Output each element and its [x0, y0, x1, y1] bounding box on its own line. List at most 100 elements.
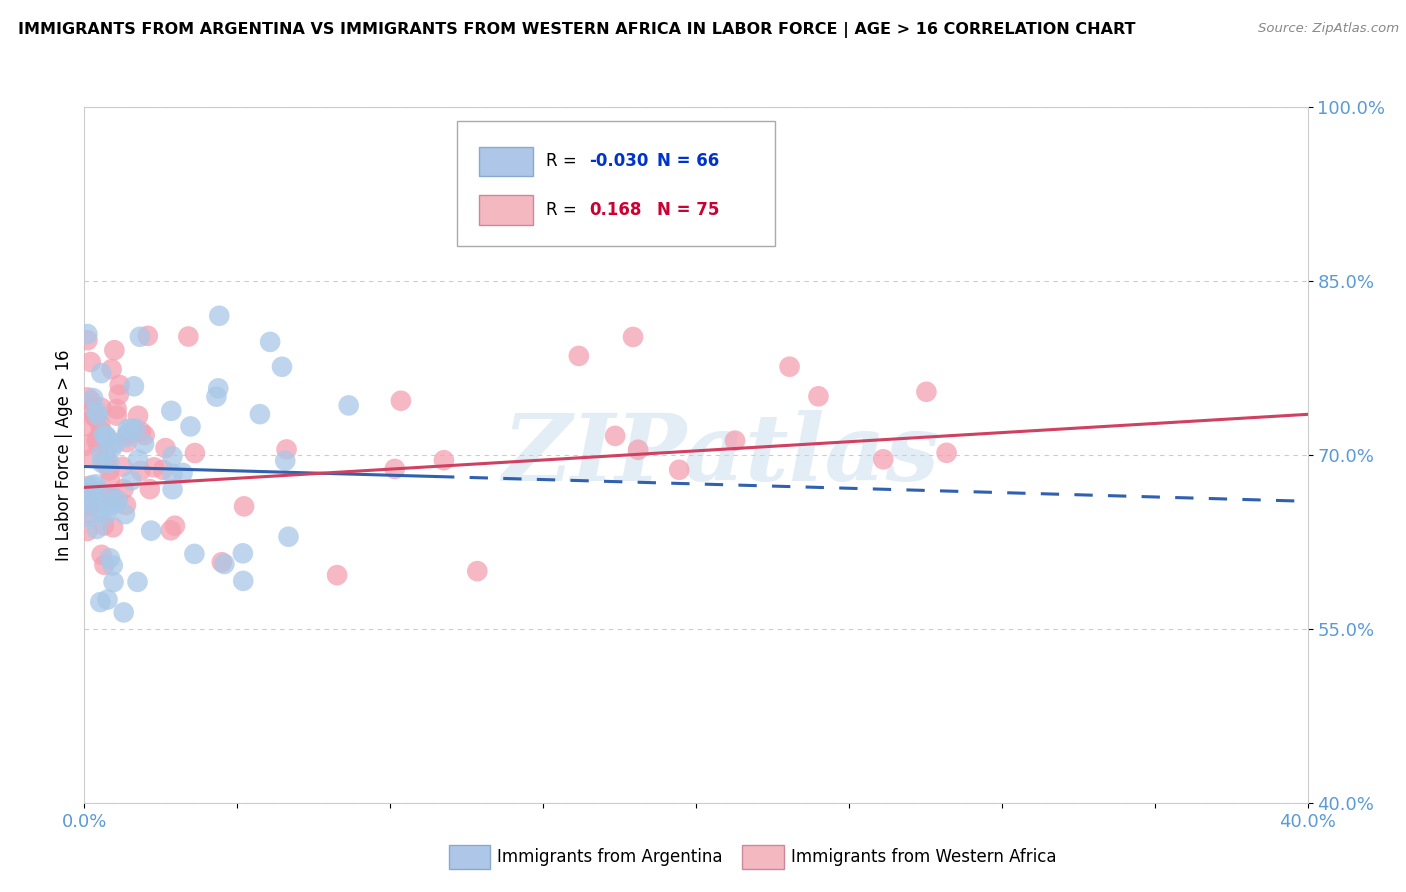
Point — [104, 497, 127, 511]
Point — [233, 500, 256, 514]
Point — [115, 430, 138, 444]
Point — [90, 401, 112, 415]
Point — [90, 366, 112, 380]
Point — [91, 456, 114, 470]
Point — [214, 557, 236, 571]
Point — [724, 434, 747, 448]
Point — [326, 568, 349, 582]
Point — [121, 474, 143, 488]
Point — [389, 393, 412, 408]
Point — [127, 409, 149, 423]
Point — [107, 493, 129, 508]
Point — [117, 422, 139, 436]
Point — [101, 520, 124, 534]
Point — [139, 482, 162, 496]
Point — [90, 548, 112, 562]
Point — [127, 452, 149, 467]
Point — [568, 349, 591, 363]
Point — [77, 500, 100, 514]
Point — [82, 450, 104, 465]
Point — [97, 490, 120, 504]
FancyBboxPatch shape — [449, 846, 491, 869]
Point — [76, 390, 98, 404]
Point — [177, 329, 200, 343]
Point — [107, 387, 129, 401]
Point — [232, 574, 254, 588]
Point — [935, 446, 957, 460]
Text: Immigrants from Argentina: Immigrants from Argentina — [496, 848, 723, 866]
Point — [76, 495, 98, 509]
Point — [98, 551, 121, 566]
Point — [94, 508, 117, 522]
Point — [76, 326, 98, 341]
Text: 0.168: 0.168 — [589, 201, 643, 219]
Point — [112, 606, 135, 620]
Point — [84, 409, 107, 423]
Point — [93, 558, 115, 572]
Point — [82, 402, 104, 417]
Point — [96, 450, 118, 465]
Point — [184, 446, 207, 460]
Point — [779, 359, 801, 374]
Point — [627, 442, 650, 457]
Text: IMMIGRANTS FROM ARGENTINA VS IMMIGRANTS FROM WESTERN AFRICA IN LABOR FORCE | AGE: IMMIGRANTS FROM ARGENTINA VS IMMIGRANTS … — [18, 22, 1136, 38]
Point — [98, 464, 121, 478]
Text: R =: R = — [546, 153, 582, 170]
Point — [155, 441, 177, 455]
Point — [76, 418, 98, 433]
Point — [93, 456, 115, 470]
Point — [111, 459, 134, 474]
Point — [108, 378, 131, 392]
Point — [79, 491, 101, 505]
FancyBboxPatch shape — [479, 195, 533, 225]
Point — [82, 391, 104, 405]
Point — [384, 462, 406, 476]
FancyBboxPatch shape — [742, 846, 785, 869]
Point — [86, 410, 108, 425]
Text: R =: R = — [546, 201, 582, 219]
Point — [76, 490, 98, 504]
Point — [621, 330, 644, 344]
Text: ZIPatlas: ZIPatlas — [502, 410, 939, 500]
Point — [274, 453, 297, 467]
Point — [76, 479, 98, 493]
Point — [807, 389, 830, 403]
Point — [80, 393, 103, 408]
Point — [89, 595, 111, 609]
Point — [104, 436, 127, 450]
Point — [98, 473, 121, 487]
Point — [163, 518, 186, 533]
Point — [136, 329, 159, 343]
Point — [90, 503, 112, 517]
Point — [101, 490, 124, 504]
Point — [129, 464, 152, 478]
Point — [129, 425, 152, 439]
Point — [872, 452, 894, 467]
Point — [249, 407, 271, 421]
Point — [76, 482, 98, 496]
Point — [915, 384, 938, 399]
Point — [105, 409, 128, 423]
Point — [91, 425, 114, 439]
Point — [83, 409, 105, 424]
Point — [259, 334, 281, 349]
FancyBboxPatch shape — [479, 146, 533, 176]
Point — [205, 390, 228, 404]
Point — [83, 483, 105, 498]
Point — [132, 437, 155, 451]
Point — [86, 431, 108, 445]
Point — [86, 522, 108, 536]
Point — [98, 487, 121, 501]
Point — [76, 509, 98, 524]
Point — [139, 524, 162, 538]
Point — [84, 404, 107, 418]
Point — [80, 355, 103, 369]
Point — [159, 523, 181, 537]
Point — [172, 466, 194, 480]
Point — [232, 546, 254, 560]
Point — [160, 404, 183, 418]
Point — [84, 477, 107, 491]
Point — [89, 417, 111, 432]
Point — [162, 483, 184, 497]
Point — [127, 574, 149, 589]
